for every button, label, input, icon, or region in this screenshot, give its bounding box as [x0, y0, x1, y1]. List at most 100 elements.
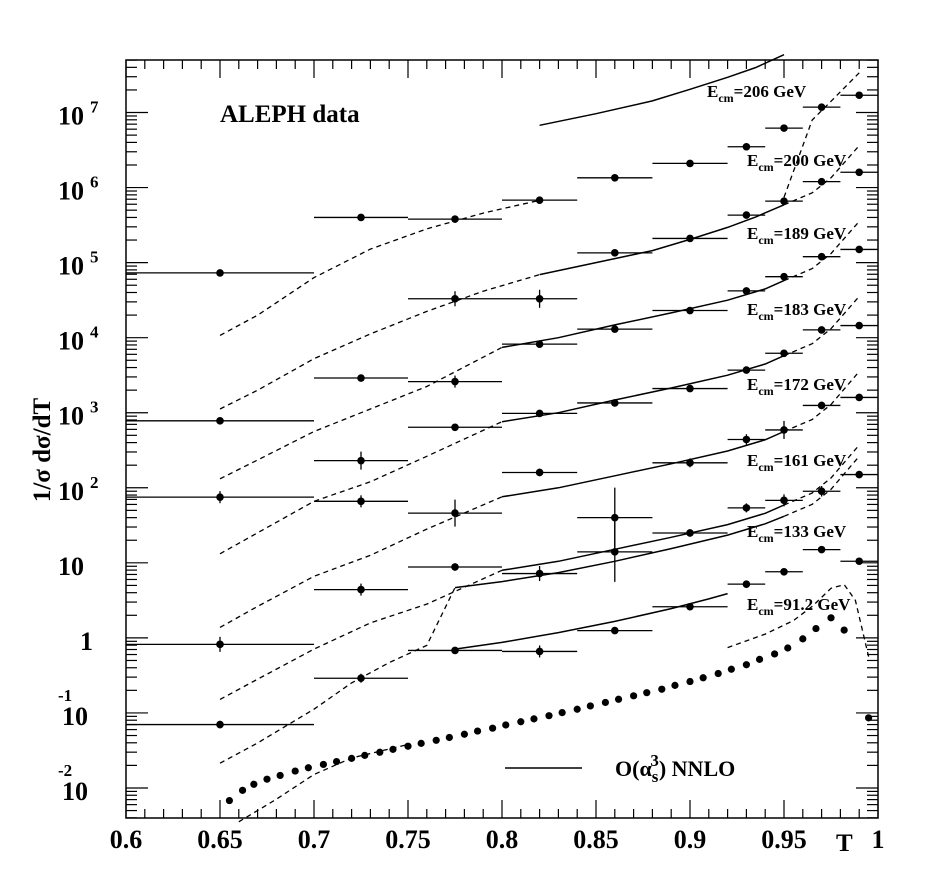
- chart-title: ALEPH data: [220, 101, 360, 128]
- nnlo-curve-solid: [501, 430, 785, 498]
- data-point: [611, 325, 619, 333]
- data-point: [611, 626, 619, 635]
- nnlo-curve-solid: [539, 54, 785, 127]
- data-point-fine: [238, 786, 247, 794]
- y-tick-label: 10 5: [58, 248, 99, 281]
- data-point-fine: [417, 739, 425, 747]
- x-tick-label: 0.85: [573, 825, 619, 854]
- nnlo-curve-solid: [501, 504, 785, 572]
- data-point-fine: [601, 698, 610, 707]
- nnlo-curve-dashed-low: [219, 569, 503, 700]
- nnlo-curve-dashed-high: [783, 455, 860, 517]
- nnlo-curve-solid: [454, 515, 785, 589]
- data-point: [451, 294, 459, 303]
- data-point-fine: [291, 767, 299, 775]
- data-point: [742, 211, 751, 219]
- data-point: [855, 91, 863, 100]
- nnlo-curve-dashed-low: [219, 346, 503, 480]
- nnlo-curve-dashed-low: [219, 496, 503, 628]
- data-point: [855, 245, 863, 254]
- data-point-fine: [840, 626, 848, 634]
- data-point-fine: [742, 661, 751, 669]
- data-point-fine: [348, 754, 356, 762]
- data-point-fine: [250, 780, 258, 788]
- legend: O(αs3) NNLO: [505, 751, 735, 786]
- data-point: [535, 647, 544, 656]
- energy-label: Ecm=172 GeV: [747, 375, 847, 398]
- data-point-fine: [460, 730, 468, 738]
- data-point: [817, 401, 826, 410]
- data-point: [216, 493, 224, 501]
- data-point-fine: [558, 709, 566, 717]
- data-point: [780, 426, 788, 434]
- data-point: [686, 234, 694, 243]
- data-point-fine: [714, 669, 722, 678]
- data-point: [855, 393, 863, 402]
- nnlo-curve-dashed-low: [219, 587, 456, 764]
- data-point: [686, 602, 694, 611]
- data-point: [451, 215, 459, 223]
- data-point: [535, 468, 544, 477]
- nnlo-curve-dashed-low: [219, 421, 503, 555]
- legend-label: O(αs3) NNLO: [615, 751, 735, 786]
- data-point-fine: [573, 705, 581, 713]
- x-tick-label: 1: [872, 825, 885, 854]
- data-point: [535, 340, 544, 348]
- data-point: [742, 504, 751, 512]
- nnlo-curve-dashed-low: [219, 199, 540, 336]
- data-point: [780, 567, 788, 576]
- data-point-fine: [586, 702, 594, 710]
- data-point: [686, 306, 694, 315]
- nnlo-curve-dashed-high: [783, 444, 860, 506]
- x-axis-title: T: [836, 830, 853, 857]
- y-axis-title: 1/σ dσ/dT: [29, 398, 56, 503]
- energy-label: Ecm=206 GeV: [707, 82, 807, 105]
- data-point: [686, 459, 694, 467]
- nnlo-curve-solid: [501, 279, 785, 349]
- data-point-fine: [727, 665, 735, 673]
- data-point-fine: [225, 796, 233, 805]
- nnlo-curve-dashed-low: [238, 743, 409, 823]
- data-point: [742, 142, 751, 151]
- data-point: [216, 640, 224, 649]
- data-point-fine: [784, 644, 792, 652]
- y-tick-label: 10 3: [58, 398, 99, 431]
- data-point-fine: [489, 724, 497, 732]
- data-point: [535, 409, 544, 418]
- data-point-fine: [319, 760, 327, 769]
- data-point-fine: [276, 771, 284, 780]
- data-point-fine: [530, 715, 538, 723]
- data-points: [126, 91, 878, 805]
- data-point: [742, 287, 751, 295]
- data-point: [611, 249, 619, 257]
- data-point: [611, 548, 619, 556]
- nnlo-curve-dashed-high: [783, 145, 860, 206]
- data-point-fine: [517, 718, 525, 726]
- data-point: [686, 384, 694, 393]
- nnlo-curve-dashed-high: [783, 72, 860, 198]
- data-point-fine: [686, 677, 694, 686]
- data-point-fine: [671, 681, 679, 689]
- data-point-fine: [332, 757, 341, 766]
- data-point-fine: [643, 689, 651, 697]
- data-point: [855, 557, 863, 566]
- data-point: [357, 456, 365, 465]
- nnlo-curve-dashed-low: [219, 273, 540, 410]
- data-point-fine: [361, 751, 369, 759]
- data-point: [535, 294, 544, 303]
- data-point: [855, 168, 863, 177]
- data-point: [780, 272, 788, 281]
- data-point-fine: [630, 692, 638, 700]
- data-point: [216, 417, 224, 425]
- data-point-fine: [432, 736, 440, 744]
- data-point: [611, 174, 619, 182]
- energy-label: Ecm=183 GeV: [747, 300, 847, 323]
- data-point-fine: [545, 712, 553, 720]
- data-point: [686, 529, 694, 537]
- energy-label: Ecm=91.2 GeV: [747, 595, 851, 618]
- data-point: [742, 580, 751, 588]
- data-point-fine: [376, 748, 384, 756]
- data-point: [686, 159, 694, 168]
- data-point-fine: [812, 624, 820, 633]
